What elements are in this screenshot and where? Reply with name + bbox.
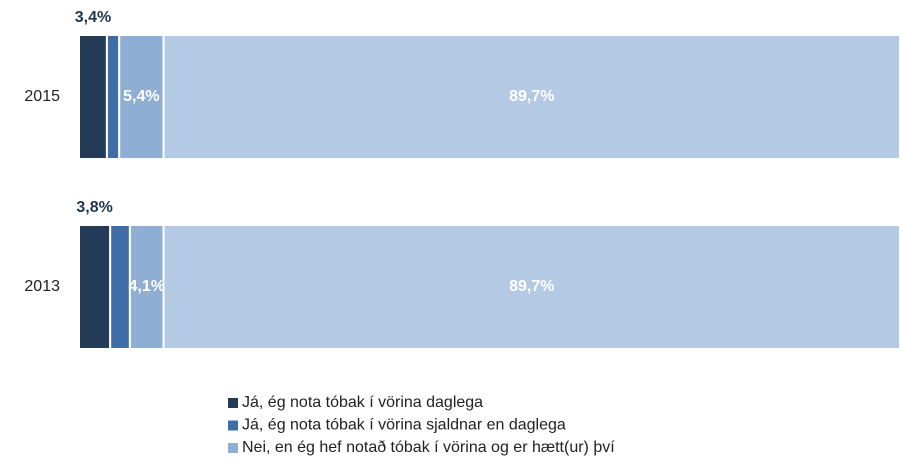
data-label: 4,1% xyxy=(128,278,164,295)
bar-segment xyxy=(162,34,902,160)
bar-segment xyxy=(105,34,121,160)
legend-swatch xyxy=(228,420,238,431)
data-label: 5,4% xyxy=(123,88,159,105)
data-label: 89,7% xyxy=(509,88,554,105)
legend-swatch xyxy=(228,443,238,453)
y-tick-label: 2015 xyxy=(24,88,60,105)
legend-label: Nei, en ég hef notað tóbak í vörina og e… xyxy=(242,439,615,456)
legend-label: Já, ég nota tóbak í vörina sjaldnar en d… xyxy=(242,417,566,434)
data-label: 89,7% xyxy=(509,278,554,295)
bar-segment xyxy=(78,224,112,350)
legend-swatch xyxy=(228,398,238,408)
bar-segment xyxy=(118,34,165,160)
data-label: 3,4% xyxy=(75,9,111,26)
bar-segment xyxy=(162,224,902,350)
bar-segment xyxy=(109,224,131,350)
data-label: 3,8% xyxy=(76,199,112,216)
legend-label: Já, ég nota tóbak í vörina daglega xyxy=(242,394,483,411)
bar-segment xyxy=(128,224,165,350)
y-tick-label: 2013 xyxy=(24,278,60,295)
bar-segment xyxy=(78,34,108,160)
